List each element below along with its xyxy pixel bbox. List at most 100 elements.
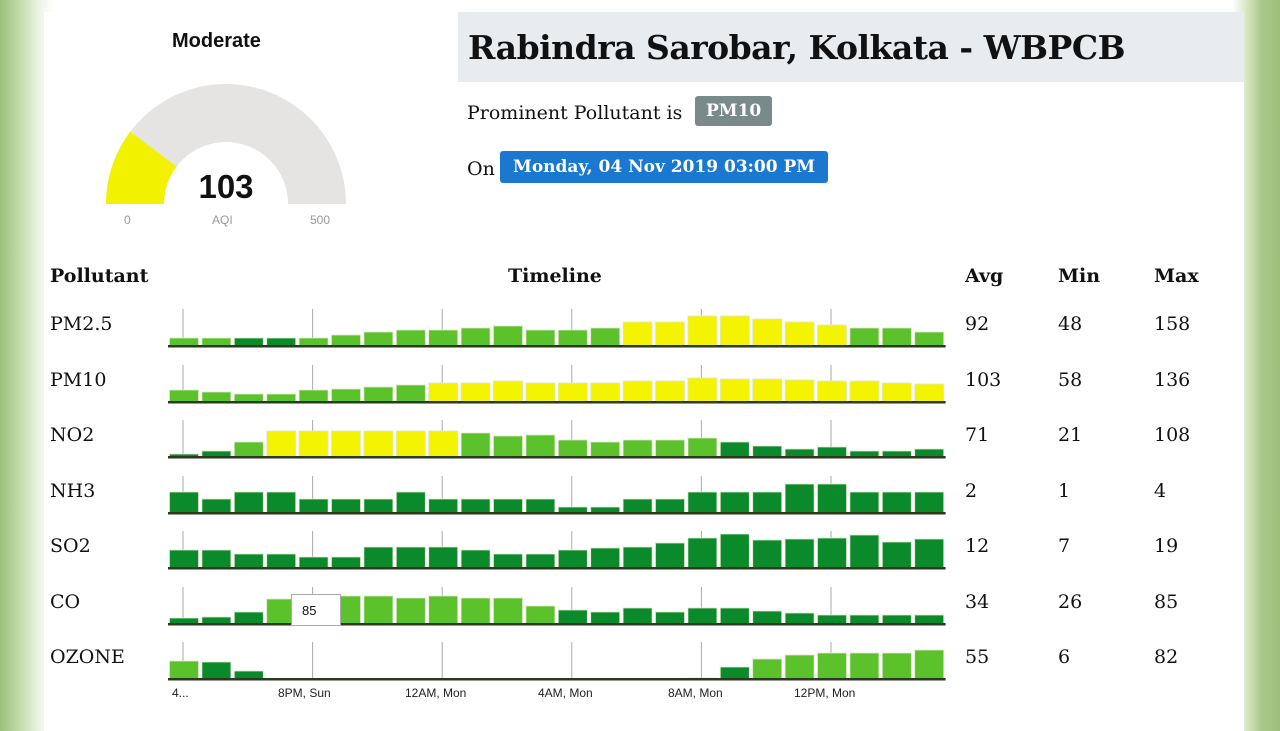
timeline-bar[interactable]	[622, 607, 653, 625]
timeline-bar[interactable]	[590, 547, 621, 569]
timeline-bar[interactable]	[428, 430, 459, 458]
timeline-bar[interactable]	[687, 437, 718, 458]
timeline-bar[interactable]	[363, 430, 394, 458]
timeline-bar[interactable]	[233, 553, 264, 569]
timeline-bar[interactable]	[266, 491, 297, 514]
timeline-bar[interactable]	[493, 498, 523, 514]
timeline-bar[interactable]	[752, 610, 783, 625]
timeline-bar[interactable]	[493, 435, 523, 458]
timeline-bar[interactable]	[914, 383, 945, 403]
timeline-bar[interactable]	[719, 491, 750, 514]
timeline-bar[interactable]	[687, 607, 718, 625]
timeline-bar[interactable]	[655, 611, 685, 625]
timeline-bar[interactable]	[525, 605, 556, 625]
timeline-bar[interactable]	[233, 670, 264, 680]
timeline-bar[interactable]	[752, 491, 783, 514]
timeline-bar[interactable]	[752, 445, 783, 458]
timeline-bar[interactable]	[298, 337, 329, 347]
timeline-bar[interactable]	[784, 654, 815, 680]
timeline-bar[interactable]	[169, 660, 199, 680]
timeline-bar[interactable]	[493, 325, 523, 347]
timeline-bar[interactable]	[687, 537, 718, 569]
timeline-bar[interactable]	[493, 553, 523, 569]
timeline-bar[interactable]	[849, 491, 880, 514]
timeline-bar[interactable]	[395, 597, 426, 625]
timeline-bar[interactable]	[363, 331, 394, 347]
timeline-bar[interactable]	[395, 384, 426, 403]
timeline-bar[interactable]	[655, 439, 685, 458]
timeline-bar[interactable]	[363, 498, 394, 514]
timeline-bar[interactable]	[784, 448, 815, 458]
timeline-bar[interactable]	[525, 382, 556, 403]
timeline-bar[interactable]	[428, 546, 459, 569]
timeline-bar[interactable]	[266, 553, 297, 569]
timeline-bar[interactable]	[460, 549, 491, 569]
timeline-bar[interactable]	[298, 389, 329, 403]
timeline-bar[interactable]	[752, 378, 783, 403]
timeline-bar[interactable]	[169, 491, 199, 514]
timeline-bar[interactable]	[784, 483, 815, 514]
timeline-bar[interactable]	[655, 498, 685, 514]
timeline-bar[interactable]	[881, 491, 912, 514]
timeline-bar[interactable]	[233, 337, 264, 347]
timeline-bar[interactable]	[201, 337, 232, 347]
timeline-bar[interactable]	[914, 649, 945, 680]
timeline-bar[interactable]	[914, 448, 945, 458]
timeline-bar[interactable]	[881, 382, 912, 403]
timeline-bar[interactable]	[331, 334, 361, 347]
timeline-bar[interactable]	[493, 597, 523, 625]
timeline-bar[interactable]	[687, 377, 718, 403]
timeline-bar[interactable]	[557, 439, 588, 458]
timeline-bar[interactable]	[914, 614, 945, 625]
timeline-bar[interactable]	[201, 616, 232, 625]
timeline-bar[interactable]	[881, 541, 912, 569]
timeline-bar[interactable]	[590, 382, 621, 403]
timeline-bar[interactable]	[460, 382, 491, 403]
timeline-bar[interactable]	[266, 393, 297, 403]
timeline-bar[interactable]	[817, 614, 847, 625]
timeline-bar[interactable]	[331, 498, 361, 514]
timeline-bar[interactable]	[395, 329, 426, 347]
timeline-bar[interactable]	[460, 432, 491, 458]
timeline-bar[interactable]	[655, 542, 685, 569]
timeline-bar[interactable]	[622, 380, 653, 403]
timeline-bar[interactable]	[169, 389, 199, 403]
timeline-bar[interactable]	[881, 652, 912, 680]
timeline-bar[interactable]	[266, 598, 297, 625]
timeline-bar[interactable]	[817, 324, 847, 347]
timeline-bar[interactable]	[557, 549, 588, 569]
timeline-bar[interactable]	[817, 652, 847, 680]
timeline-bar[interactable]	[525, 434, 556, 458]
timeline-bar[interactable]	[525, 553, 556, 569]
timeline-bar[interactable]	[914, 331, 945, 347]
timeline-bar[interactable]	[752, 658, 783, 680]
timeline-bar[interactable]	[266, 337, 297, 347]
timeline-bar[interactable]	[914, 491, 945, 514]
timeline-bar[interactable]	[201, 498, 232, 514]
timeline-bar[interactable]	[849, 614, 880, 625]
timeline-bar[interactable]	[590, 611, 621, 625]
timeline-bar[interactable]	[784, 321, 815, 347]
timeline-bar[interactable]	[169, 337, 199, 347]
timeline-bar[interactable]	[719, 378, 750, 403]
timeline-bar[interactable]	[557, 609, 588, 625]
timeline-bar[interactable]	[363, 546, 394, 569]
timeline-bar[interactable]	[784, 379, 815, 403]
timeline-bar[interactable]	[849, 652, 880, 680]
timeline-bar[interactable]	[395, 546, 426, 569]
timeline-bar[interactable]	[331, 388, 361, 403]
timeline-bar[interactable]	[719, 533, 750, 569]
timeline-bar[interactable]	[331, 430, 361, 458]
timeline-bar[interactable]	[201, 549, 232, 569]
timeline-bar[interactable]	[622, 321, 653, 347]
timeline-bar[interactable]	[525, 329, 556, 347]
timeline-bar[interactable]	[428, 498, 459, 514]
timeline-bar[interactable]	[622, 546, 653, 569]
timeline-bar[interactable]	[817, 483, 847, 514]
timeline-bar[interactable]	[719, 315, 750, 347]
timeline-bar[interactable]	[687, 491, 718, 514]
timeline-bar[interactable]	[298, 430, 329, 458]
timeline-bar[interactable]	[687, 315, 718, 347]
timeline-bar[interactable]	[395, 491, 426, 514]
timeline-bar[interactable]	[201, 391, 232, 403]
